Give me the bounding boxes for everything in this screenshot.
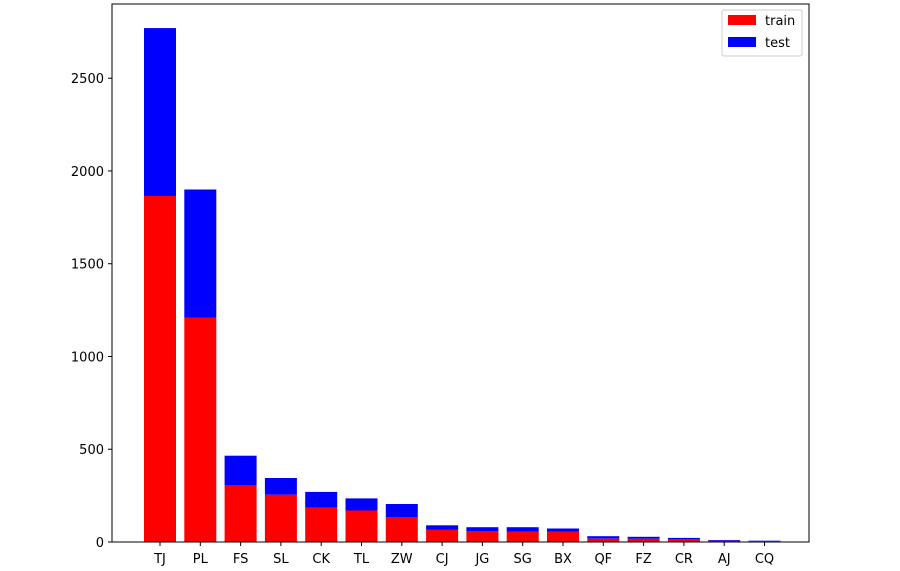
bar-test-jg xyxy=(466,527,499,532)
bar-train-aj xyxy=(708,540,741,542)
bar-test-cq xyxy=(748,540,781,542)
bar-train-cj xyxy=(426,529,459,542)
bar-test-qf xyxy=(587,536,620,539)
bar-test-fs xyxy=(224,455,257,486)
bar-train-cr xyxy=(667,539,700,542)
legend-label-train: train xyxy=(765,14,795,29)
y-tick-label: 2500 xyxy=(71,72,104,87)
y-tick-label: 2000 xyxy=(71,165,104,180)
legend-swatch-test xyxy=(728,37,756,47)
bar-test-tj xyxy=(144,28,176,196)
bar-test-sl xyxy=(264,478,297,495)
x-tick-label: CK xyxy=(312,552,330,567)
plot-frame xyxy=(111,3,810,543)
x-axis: TJ PL FS SL CK TL ZW CJ JG SG BX QF FZ CR AJ CQ xyxy=(153,542,774,567)
bar-train-fz xyxy=(627,538,660,542)
x-tick-label: QF xyxy=(594,552,612,567)
bar-train-qf xyxy=(587,538,620,542)
bar-test-pl xyxy=(184,189,217,318)
x-tick-label: SG xyxy=(514,552,532,567)
bar-train-sl xyxy=(264,494,297,542)
legend-label-test: test xyxy=(765,36,790,51)
y-tick-label: 1000 xyxy=(71,350,104,365)
x-tick-label: TL xyxy=(353,552,370,567)
legend-swatch-train xyxy=(728,15,756,25)
bar-train-ck xyxy=(305,507,338,542)
bar-train-tl xyxy=(345,510,378,542)
y-axis: 0 500 1000 1500 2000 2500 xyxy=(71,72,112,551)
y-tick-label: 1500 xyxy=(71,258,104,273)
x-tick-label: CQ xyxy=(755,552,774,567)
x-tick-label: ZW xyxy=(391,552,413,567)
bar-test-aj xyxy=(708,540,741,541)
bar-test-bx xyxy=(547,528,579,532)
x-tick-label: CR xyxy=(675,552,693,567)
x-tick-label: AJ xyxy=(718,552,731,567)
x-tick-label: BX xyxy=(554,552,572,567)
bar-train-jg xyxy=(466,531,499,542)
x-tick-label: FS xyxy=(233,552,249,567)
bar-train-zw xyxy=(385,517,418,542)
bar-train-bx xyxy=(547,531,579,542)
bar-test-ck xyxy=(305,491,338,508)
bar-train-tj xyxy=(144,196,176,542)
bar-test-zw xyxy=(385,504,418,517)
y-tick-label: 500 xyxy=(79,443,104,458)
bar-test-sg xyxy=(506,527,539,532)
bar-test-cr xyxy=(667,537,700,539)
legend: train test xyxy=(721,9,803,57)
x-tick-label: SL xyxy=(273,552,289,567)
bar-test-cj xyxy=(426,525,459,530)
bars-layer xyxy=(144,28,781,542)
x-tick-label: CJ xyxy=(436,552,449,567)
x-tick-label: PL xyxy=(193,552,209,567)
bar-train-sg xyxy=(506,531,539,542)
bar-test-fz xyxy=(627,536,660,539)
bar-test-tl xyxy=(345,498,378,511)
bar-train-pl xyxy=(184,317,217,542)
x-tick-label: JG xyxy=(474,552,489,567)
y-tick-label: 0 xyxy=(96,536,104,551)
x-tick-label: FZ xyxy=(635,552,651,567)
bar-train-fs xyxy=(224,485,257,542)
x-tick-label: TJ xyxy=(153,552,166,567)
